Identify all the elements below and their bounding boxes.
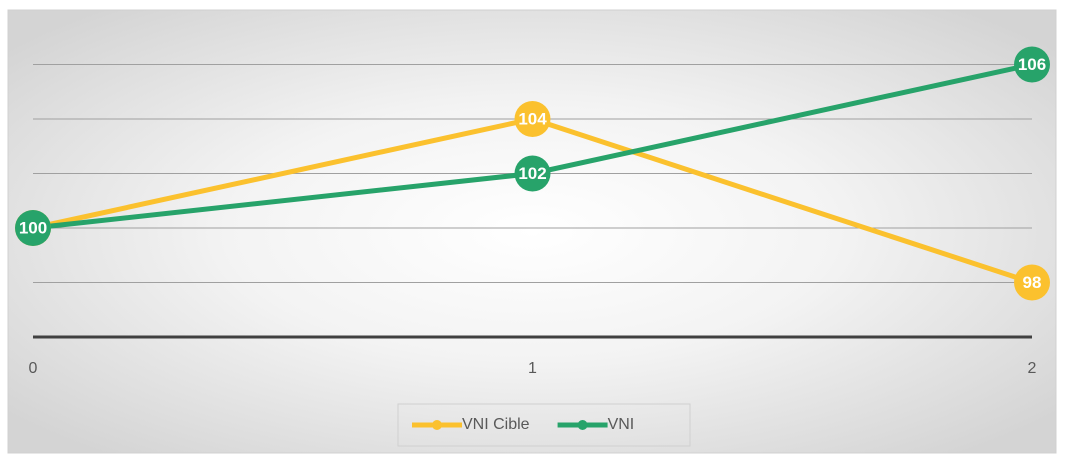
- data-point: [1014, 264, 1050, 301]
- legend-label: VNI Cible: [462, 416, 530, 433]
- legend-box: [397, 403, 691, 447]
- legend-marker: [432, 420, 442, 430]
- data-label: 98: [1023, 273, 1042, 292]
- data-label: 106: [1018, 55, 1046, 74]
- x-tick-label: 0: [29, 360, 38, 377]
- data-point: [514, 101, 551, 137]
- legend-label: VNI: [608, 416, 635, 433]
- x-tick-label: 2: [1028, 360, 1037, 377]
- data-point: [514, 155, 551, 192]
- chart-background: [7, 9, 1057, 454]
- data-label: 102: [518, 164, 546, 183]
- legend-marker: [577, 420, 588, 430]
- data-label: 104: [518, 109, 547, 128]
- x-tick-label: 1: [528, 360, 537, 377]
- data-point: [15, 210, 51, 246]
- data-point: [1014, 46, 1050, 83]
- data-label: 100: [19, 218, 47, 237]
